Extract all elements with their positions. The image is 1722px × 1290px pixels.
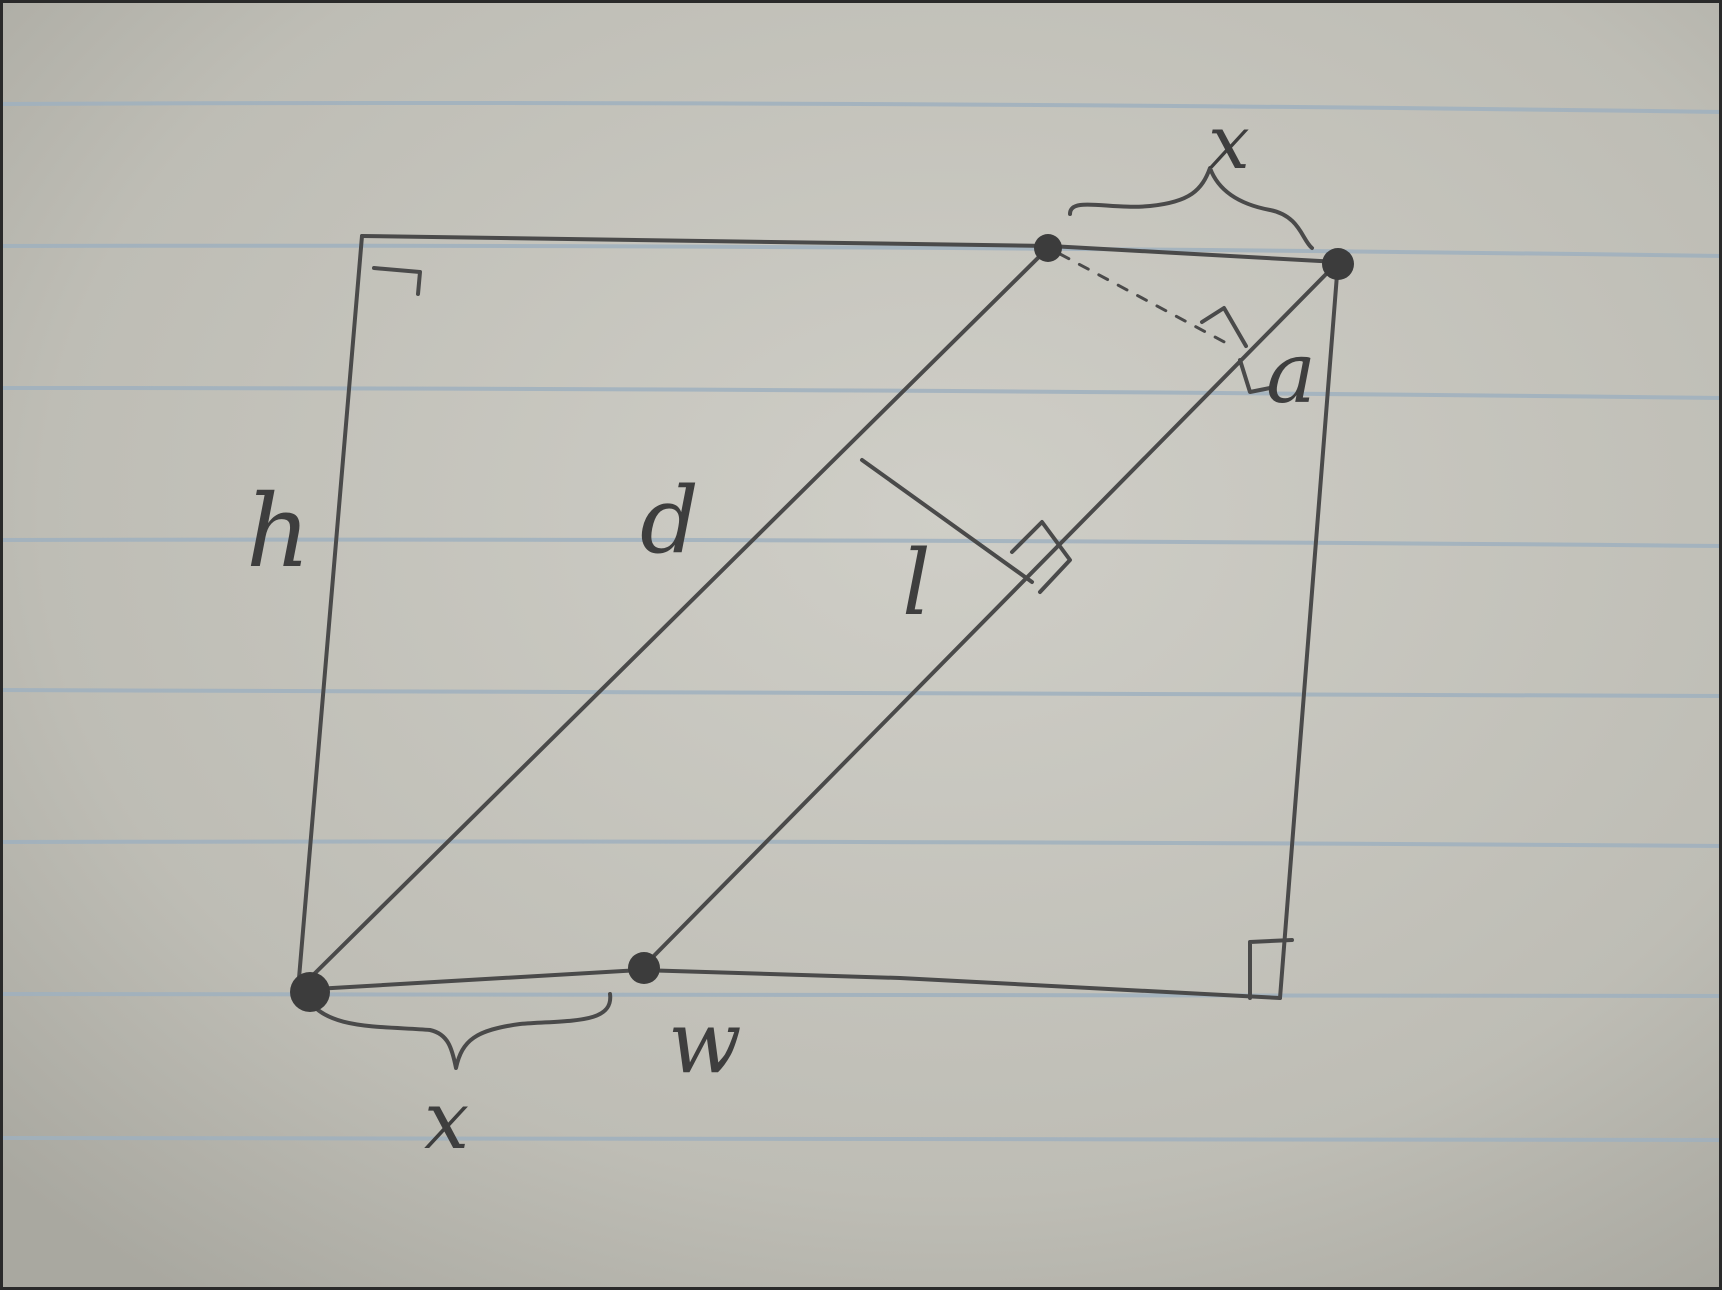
vertex-bottom-inner: [628, 952, 660, 984]
rule-line: [0, 1137, 1722, 1140]
label-top-gap: x: [1208, 100, 1250, 186]
label-width: w: [668, 993, 742, 1093]
label-bottom-gap: x: [424, 1074, 469, 1167]
label-angle: a: [1266, 324, 1316, 422]
vertex-top-right: [1322, 248, 1354, 280]
vertex-top-inner: [1034, 234, 1062, 262]
label-height: h: [246, 473, 310, 590]
vertex-bottom-left: [290, 972, 330, 1012]
label-strip-width: l: [902, 531, 931, 636]
label-diagonal: d: [640, 467, 699, 574]
rule-line: [0, 993, 1722, 996]
